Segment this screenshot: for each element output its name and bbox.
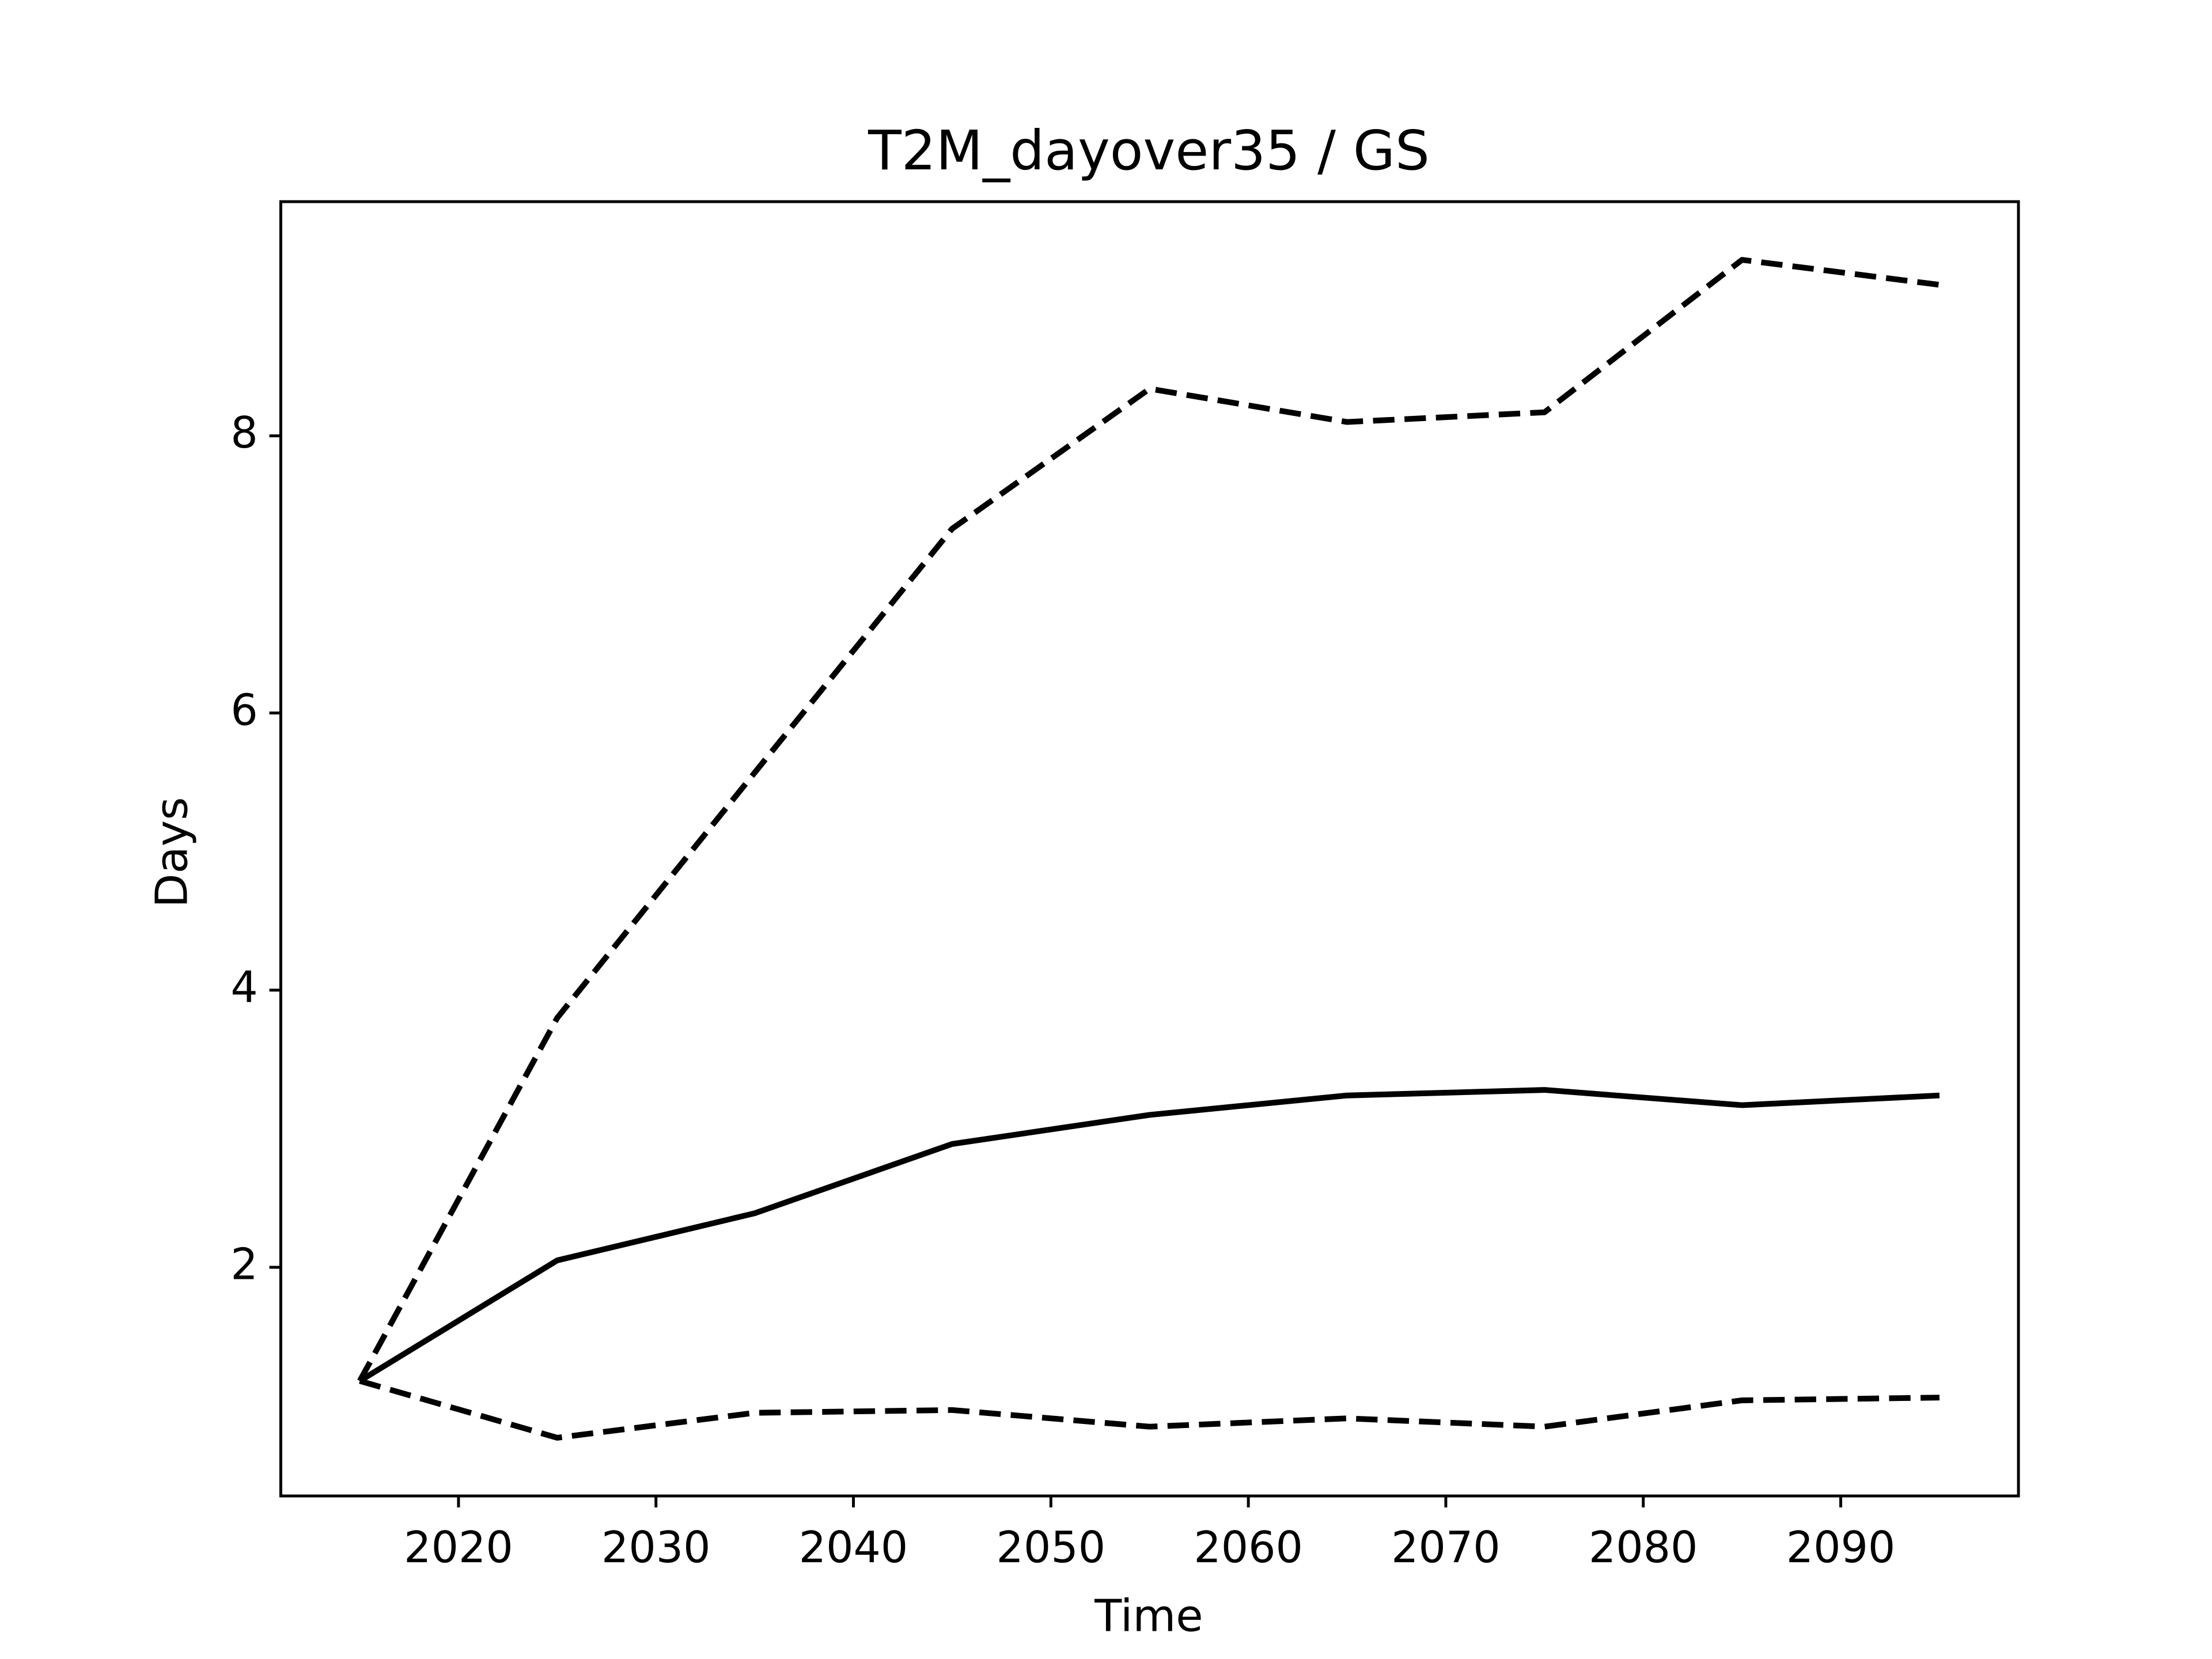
y-tick-label: 4	[230, 962, 257, 1012]
plot-frame	[279, 200, 2020, 1498]
y-tick-label: 2	[230, 1240, 257, 1290]
x-axis-label: Time	[1094, 1590, 1203, 1642]
data-line	[358, 1087, 1940, 1384]
x-tick-label: 2020	[404, 1522, 513, 1573]
x-tick-label: 2040	[799, 1522, 908, 1573]
x-tick-label: 2060	[1194, 1522, 1303, 1573]
chart-title: T2M_dayover35 / GS	[868, 119, 1430, 183]
data-line	[357, 257, 1940, 1382]
y-tick-label: 8	[230, 408, 257, 458]
data-line	[359, 1378, 1940, 1441]
x-tick-label: 2050	[997, 1522, 1106, 1573]
x-tick-label: 2080	[1589, 1522, 1698, 1573]
x-tick-label: 2070	[1391, 1522, 1501, 1573]
x-tick-label: 2090	[1786, 1522, 1896, 1573]
y-axis-label: Days	[147, 797, 198, 908]
y-tick-label: 6	[230, 685, 257, 735]
x-tick-label: 2030	[601, 1522, 711, 1573]
